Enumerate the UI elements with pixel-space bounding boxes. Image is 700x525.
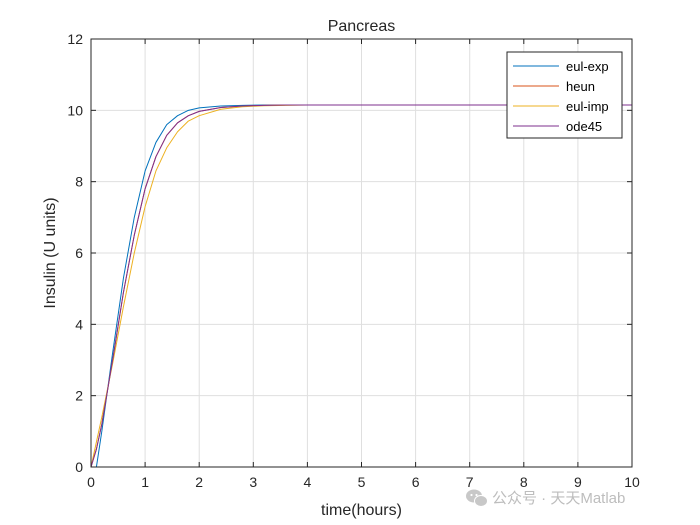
legend-label: eul-imp — [566, 99, 609, 114]
x-tick-label: 2 — [195, 474, 203, 490]
x-tick-label: 10 — [624, 474, 640, 490]
x-tick-label: 4 — [304, 474, 312, 490]
x-tick-label: 3 — [249, 474, 257, 490]
series-lines — [90, 104, 632, 468]
x-tick-label: 9 — [574, 474, 582, 490]
legend-label: eul-exp — [566, 59, 609, 74]
x-tick-label: 1 — [141, 474, 149, 490]
x-tick-label: 0 — [87, 474, 95, 490]
legend-label: ode45 — [566, 119, 602, 134]
legend: eul-exp heun eul-imp ode45 — [506, 51, 623, 139]
wechat-icon — [466, 489, 488, 507]
watermark: 公众号 · 天天Matlab — [466, 489, 625, 507]
legend-label: heun — [566, 79, 595, 94]
x-tick-label: 5 — [358, 474, 366, 490]
x-tick-label: 8 — [520, 474, 528, 490]
x-tick-label: 7 — [466, 474, 474, 490]
grid — [91, 39, 632, 467]
watermark-text: 公众号 · 天天Matlab — [492, 490, 625, 507]
y-tick-label: 0 — [75, 459, 83, 475]
y-tick-label: 4 — [75, 316, 83, 332]
x-axis-label: time(hours) — [321, 502, 402, 519]
y-axis-label: Insulin (U units) — [42, 197, 59, 308]
y-tick-label: 12 — [67, 31, 83, 47]
series-line-ode45 — [90, 104, 632, 468]
x-tick-label: 6 — [412, 474, 420, 490]
y-tick-label: 6 — [75, 245, 83, 261]
y-tick-label: 2 — [75, 388, 83, 404]
y-tick-label: 8 — [75, 174, 83, 190]
chart-title: Pancreas — [328, 18, 396, 35]
y-tick-label: 10 — [67, 102, 83, 118]
